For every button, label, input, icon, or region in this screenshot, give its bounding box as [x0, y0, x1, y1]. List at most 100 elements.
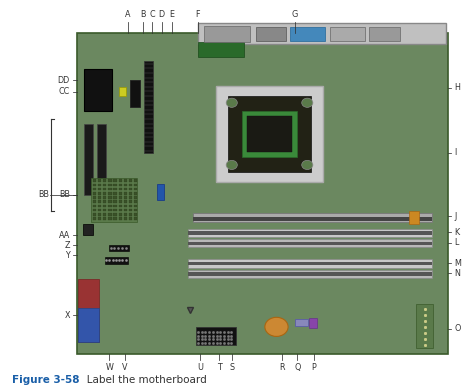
Text: A: A [125, 10, 131, 19]
Text: I: I [455, 149, 456, 158]
Text: K: K [455, 228, 459, 237]
Bar [98, 184, 101, 186]
Bar [113, 217, 117, 220]
Bar [109, 204, 111, 207]
Bar [98, 179, 101, 182]
Bar [129, 217, 132, 220]
Bar [103, 184, 107, 186]
Text: Label the motherboard: Label the motherboard [77, 375, 207, 385]
Bar [196, 327, 236, 345]
Bar [103, 192, 107, 195]
Bar [134, 217, 137, 220]
Bar [113, 184, 117, 186]
Bar [93, 209, 96, 211]
Bar [118, 204, 122, 207]
Bar [98, 217, 101, 220]
Bar [124, 200, 127, 203]
Bar [228, 96, 311, 172]
Bar [113, 213, 117, 216]
Text: T: T [217, 363, 222, 372]
Bar [93, 213, 96, 216]
Bar [103, 188, 107, 190]
Bar [118, 179, 122, 182]
Bar [109, 200, 111, 203]
Bar [98, 209, 101, 211]
Bar [113, 204, 117, 207]
Text: E: E [170, 10, 174, 19]
Text: O: O [455, 324, 461, 333]
Bar [198, 23, 446, 44]
Bar [91, 178, 137, 222]
Text: CC: CC [58, 87, 70, 96]
Text: BB: BB [38, 190, 49, 200]
Bar [134, 213, 137, 216]
Bar [109, 213, 111, 216]
Bar [113, 209, 117, 211]
Bar [129, 192, 132, 195]
Bar [84, 69, 111, 111]
Bar [113, 188, 117, 190]
Bar [93, 179, 96, 182]
Bar [118, 217, 122, 220]
Bar [98, 196, 101, 199]
Bar [109, 209, 111, 211]
Bar [113, 179, 117, 182]
Bar [129, 196, 132, 199]
Bar [157, 184, 164, 200]
Bar [129, 204, 132, 207]
Bar [129, 200, 132, 203]
Bar [188, 262, 432, 265]
Bar [409, 211, 419, 223]
Text: D: D [159, 10, 165, 19]
Bar [247, 115, 292, 152]
Text: M: M [455, 259, 461, 268]
Text: L: L [455, 238, 459, 247]
Bar [124, 188, 127, 190]
Bar [144, 61, 154, 153]
Bar [98, 200, 101, 203]
Bar [295, 319, 308, 326]
Bar [124, 217, 127, 220]
Text: B: B [140, 10, 146, 19]
Bar [93, 200, 96, 203]
Text: BB: BB [59, 190, 70, 200]
Bar [188, 272, 432, 276]
Bar [118, 200, 122, 203]
Bar [113, 200, 117, 203]
Bar [109, 192, 111, 195]
Bar [129, 179, 132, 182]
Bar [309, 319, 318, 328]
Text: S: S [230, 363, 235, 372]
Text: Q: Q [294, 363, 301, 372]
Bar [129, 188, 132, 190]
Text: DD: DD [57, 76, 70, 85]
Bar [93, 196, 96, 199]
Bar [98, 192, 101, 195]
Bar [118, 196, 122, 199]
Bar [103, 217, 107, 220]
Bar [77, 33, 448, 354]
Circle shape [302, 160, 313, 170]
Bar [118, 192, 122, 195]
Text: R: R [279, 363, 285, 372]
Bar [203, 26, 250, 42]
Bar [109, 196, 111, 199]
Bar [134, 196, 137, 199]
Bar [109, 184, 111, 186]
Text: J: J [455, 212, 456, 221]
Bar [93, 192, 96, 195]
Bar [98, 213, 101, 216]
Bar [134, 200, 137, 203]
Text: U: U [197, 363, 203, 372]
Bar [124, 213, 127, 216]
Bar [93, 188, 96, 190]
Bar [198, 42, 244, 57]
Bar [129, 184, 132, 186]
Text: Figure 3-58: Figure 3-58 [12, 375, 79, 385]
Bar [118, 209, 122, 211]
Bar [93, 184, 96, 186]
Text: P: P [311, 363, 316, 372]
Bar [109, 179, 111, 182]
Text: C: C [150, 10, 155, 19]
Bar [83, 224, 93, 235]
